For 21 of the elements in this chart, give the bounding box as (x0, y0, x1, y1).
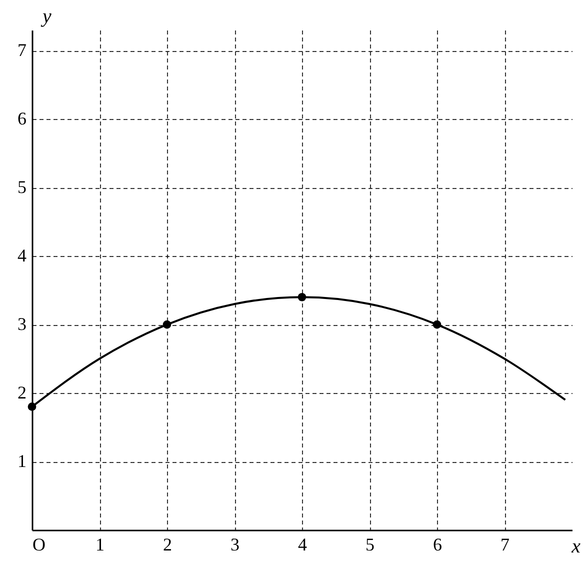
y-tick-label: 4 (18, 246, 26, 266)
x-tick-label: O (32, 534, 46, 554)
x-tick-label: 5 (366, 534, 374, 554)
x-tick-label: 6 (433, 534, 442, 554)
point (432, 320, 442, 329)
point (162, 320, 172, 329)
y-tick-label: 2 (18, 382, 26, 403)
x-tick-label: 1 (96, 534, 104, 554)
x-axis-title: x (570, 536, 581, 558)
x-tick-label: 7 (500, 534, 510, 554)
y-tick-label: 3 (18, 314, 26, 334)
y-tick-label: 6 (18, 108, 26, 129)
y-tick-label: 5 (18, 177, 26, 198)
y-tick-label: 7 (18, 40, 26, 60)
x-tick-label: 2 (163, 534, 172, 554)
point (28, 402, 36, 411)
x-tick-label: 4 (298, 534, 307, 554)
x-tick-label: 3 (230, 534, 240, 554)
y-axis-title: y (40, 6, 52, 28)
point (298, 292, 306, 302)
y-tick-label: 1 (18, 451, 26, 472)
